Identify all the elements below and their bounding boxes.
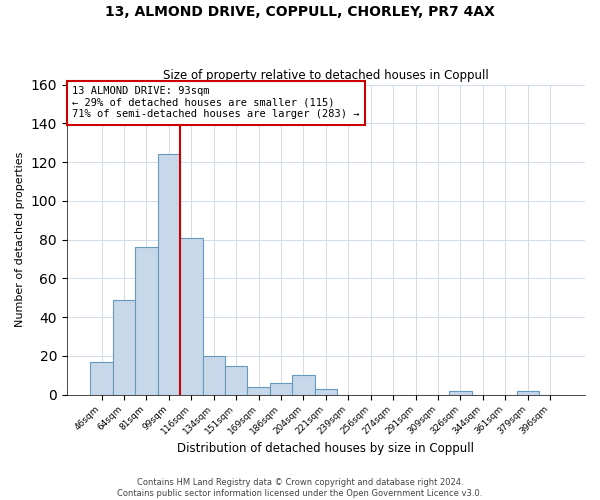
Bar <box>270 383 292 394</box>
Text: 13 ALMOND DRIVE: 93sqm
← 29% of detached houses are smaller (115)
71% of semi-de: 13 ALMOND DRIVE: 93sqm ← 29% of detached… <box>72 86 359 120</box>
Y-axis label: Number of detached properties: Number of detached properties <box>15 152 25 328</box>
Bar <box>225 366 247 394</box>
Bar <box>180 238 203 394</box>
Bar <box>158 154 180 394</box>
X-axis label: Distribution of detached houses by size in Coppull: Distribution of detached houses by size … <box>178 442 475 455</box>
Bar <box>113 300 135 394</box>
Bar <box>247 387 270 394</box>
Bar <box>203 356 225 395</box>
Bar <box>449 391 472 394</box>
Bar <box>91 362 113 394</box>
Bar <box>314 389 337 394</box>
Bar <box>292 376 314 394</box>
Text: 13, ALMOND DRIVE, COPPULL, CHORLEY, PR7 4AX: 13, ALMOND DRIVE, COPPULL, CHORLEY, PR7 … <box>105 5 495 19</box>
Bar <box>517 391 539 394</box>
Title: Size of property relative to detached houses in Coppull: Size of property relative to detached ho… <box>163 69 489 82</box>
Bar <box>135 248 158 394</box>
Text: Contains HM Land Registry data © Crown copyright and database right 2024.
Contai: Contains HM Land Registry data © Crown c… <box>118 478 482 498</box>
